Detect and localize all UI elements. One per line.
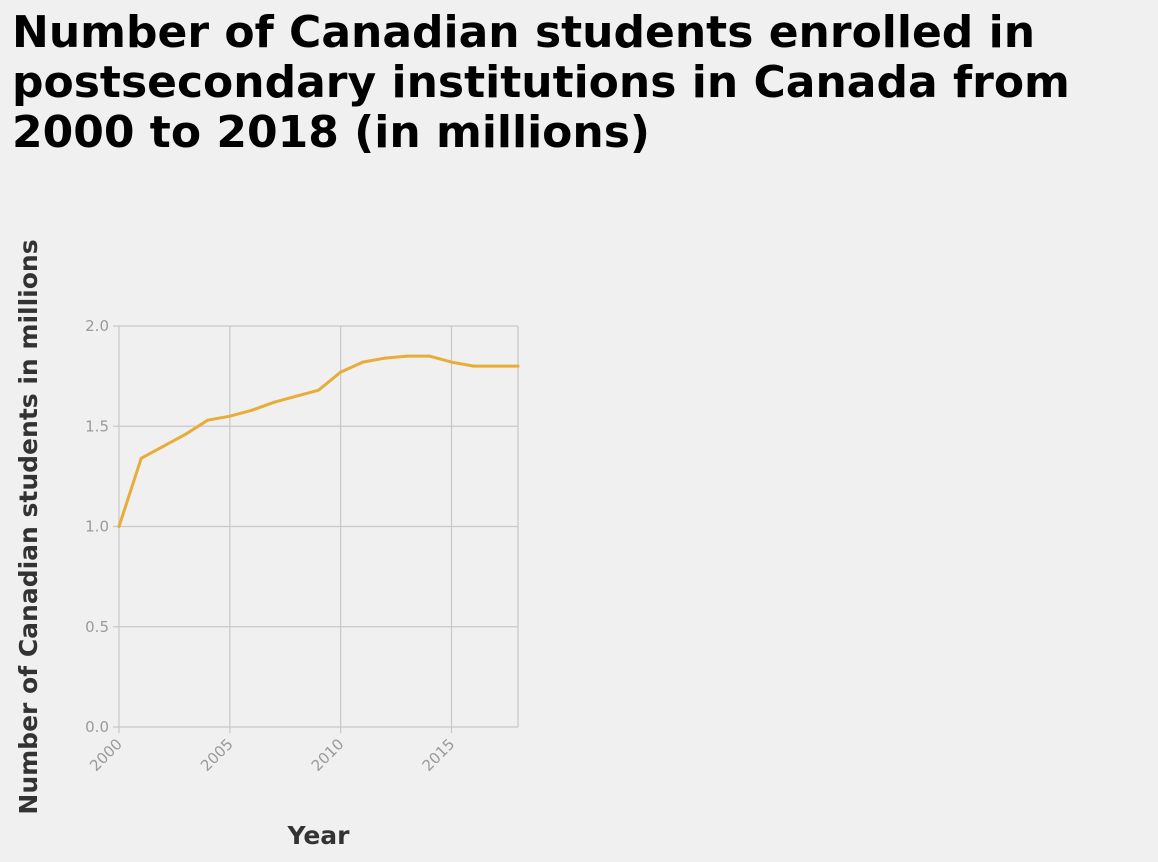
data-point xyxy=(516,364,520,368)
chart-title: Number of Canadian students enrolled in … xyxy=(12,7,1070,158)
x-tick-label: 2010 xyxy=(308,735,348,775)
data-point xyxy=(117,525,121,528)
data-point xyxy=(206,418,210,422)
data-point xyxy=(317,388,320,392)
data-point xyxy=(361,360,365,364)
x-tick-label: 2000 xyxy=(86,735,126,775)
y-tick-label: 2.0 xyxy=(85,317,109,335)
y-tick-label: 0.5 xyxy=(85,618,109,636)
series-layer xyxy=(117,354,520,528)
x-axis-label: Year xyxy=(287,821,351,850)
data-point xyxy=(494,364,498,368)
y-tick-label: 1.0 xyxy=(85,518,109,536)
data-point xyxy=(450,360,453,364)
tick-labels: 0.0 0.5 1.0 1.5 2.0 2000 2005 2010 2015 xyxy=(85,317,458,775)
data-point xyxy=(161,444,165,448)
data-point xyxy=(383,356,387,360)
series-line xyxy=(117,354,520,528)
data-point xyxy=(184,432,187,436)
data-point xyxy=(339,370,343,374)
y-tick-label: 0.0 xyxy=(85,718,109,736)
data-point xyxy=(272,400,276,404)
data-point xyxy=(472,364,476,368)
x-tick-label: 2015 xyxy=(419,735,459,775)
data-point xyxy=(139,456,143,460)
grid xyxy=(113,325,519,733)
data-point xyxy=(250,408,254,412)
x-tick-label: 2005 xyxy=(197,735,237,775)
data-point xyxy=(294,394,298,398)
y-tick-label: 1.5 xyxy=(85,417,109,435)
data-point xyxy=(228,414,232,418)
y-axis-label: Number of Canadian students in millions xyxy=(14,239,43,814)
data-point xyxy=(405,354,409,358)
data-point xyxy=(427,354,431,358)
